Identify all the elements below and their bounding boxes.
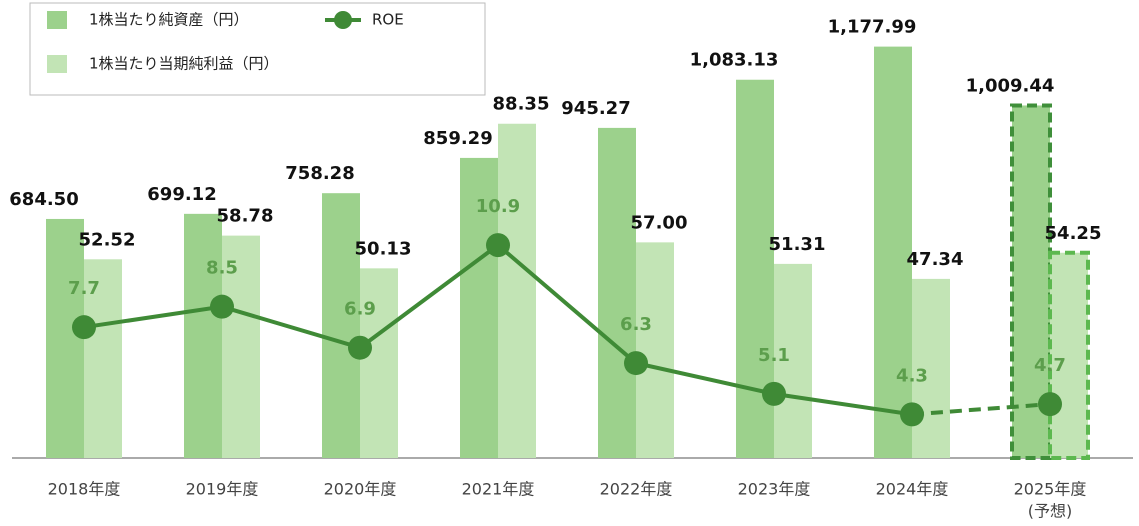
legend-swatch xyxy=(47,11,67,29)
roe-label: 10.9 xyxy=(476,196,520,217)
value-label: 699.12 xyxy=(147,184,216,205)
x-tick-label: (予想) xyxy=(1028,502,1073,521)
value-label: 945.27 xyxy=(561,98,630,119)
legend-label: 1株当たり当期純利益（円） xyxy=(89,55,279,73)
bar xyxy=(360,268,398,458)
roe-label: 4.3 xyxy=(896,365,928,386)
value-label: 684.50 xyxy=(9,189,78,210)
roe-label: 6.3 xyxy=(620,314,652,335)
legend-label: ROE xyxy=(372,11,404,29)
roe-marker xyxy=(762,381,786,406)
roe-marker xyxy=(72,315,96,340)
bar xyxy=(636,242,674,458)
value-label: 54.25 xyxy=(1045,223,1102,244)
value-label: 1,177.99 xyxy=(828,17,917,38)
roe-forecast-line xyxy=(911,402,1051,417)
value-label: 1,009.44 xyxy=(966,75,1055,96)
bar xyxy=(222,235,260,458)
roe-marker xyxy=(210,294,234,319)
value-label: 58.78 xyxy=(217,206,274,227)
roe-label: 5.1 xyxy=(758,345,790,366)
value-label: 859.29 xyxy=(423,128,492,149)
value-label: 57.00 xyxy=(631,212,688,233)
roe-label: 7.7 xyxy=(68,278,100,299)
value-label: 50.13 xyxy=(355,238,412,259)
roe-label: 6.9 xyxy=(344,299,376,320)
bar xyxy=(874,46,912,458)
x-tick-label: 2024年度 xyxy=(876,480,949,499)
legend-label: 1株当たり純資産（円） xyxy=(89,11,249,29)
bar xyxy=(184,213,222,458)
bar xyxy=(774,263,812,458)
roe-label: 8.5 xyxy=(206,258,238,279)
bar xyxy=(460,157,498,458)
value-label: 51.31 xyxy=(769,234,826,255)
x-tick-label: 2025年度 xyxy=(1014,480,1087,499)
roe-marker xyxy=(348,335,372,360)
bar xyxy=(1048,250,1090,460)
roe-marker xyxy=(486,233,510,258)
bar xyxy=(912,278,950,458)
value-label: 47.34 xyxy=(907,249,964,270)
x-tick-label: 2023年度 xyxy=(738,480,811,499)
value-label: 88.35 xyxy=(493,94,550,115)
bar xyxy=(46,218,84,458)
x-tick-label: 2021年度 xyxy=(462,480,535,499)
bar xyxy=(598,127,636,458)
legend-marker xyxy=(334,11,352,29)
bar xyxy=(84,259,122,458)
roe-marker xyxy=(900,402,924,427)
bar xyxy=(498,123,536,459)
value-label: 52.52 xyxy=(79,229,136,250)
x-tick-label: 2022年度 xyxy=(600,480,673,499)
roe-marker xyxy=(624,351,648,376)
bar xyxy=(322,193,360,458)
x-tick-label: 2020年度 xyxy=(324,480,397,499)
bar xyxy=(1010,103,1052,460)
roe-label: 4.7 xyxy=(1034,355,1066,376)
roe-marker xyxy=(1038,392,1062,417)
x-tick-label: 2018年度 xyxy=(48,480,121,499)
legend-box xyxy=(29,2,486,96)
x-tick-label: 2019年度 xyxy=(186,480,259,499)
value-label: 1,083.13 xyxy=(690,50,779,71)
value-label: 758.28 xyxy=(285,163,354,184)
legend-swatch xyxy=(47,55,67,73)
